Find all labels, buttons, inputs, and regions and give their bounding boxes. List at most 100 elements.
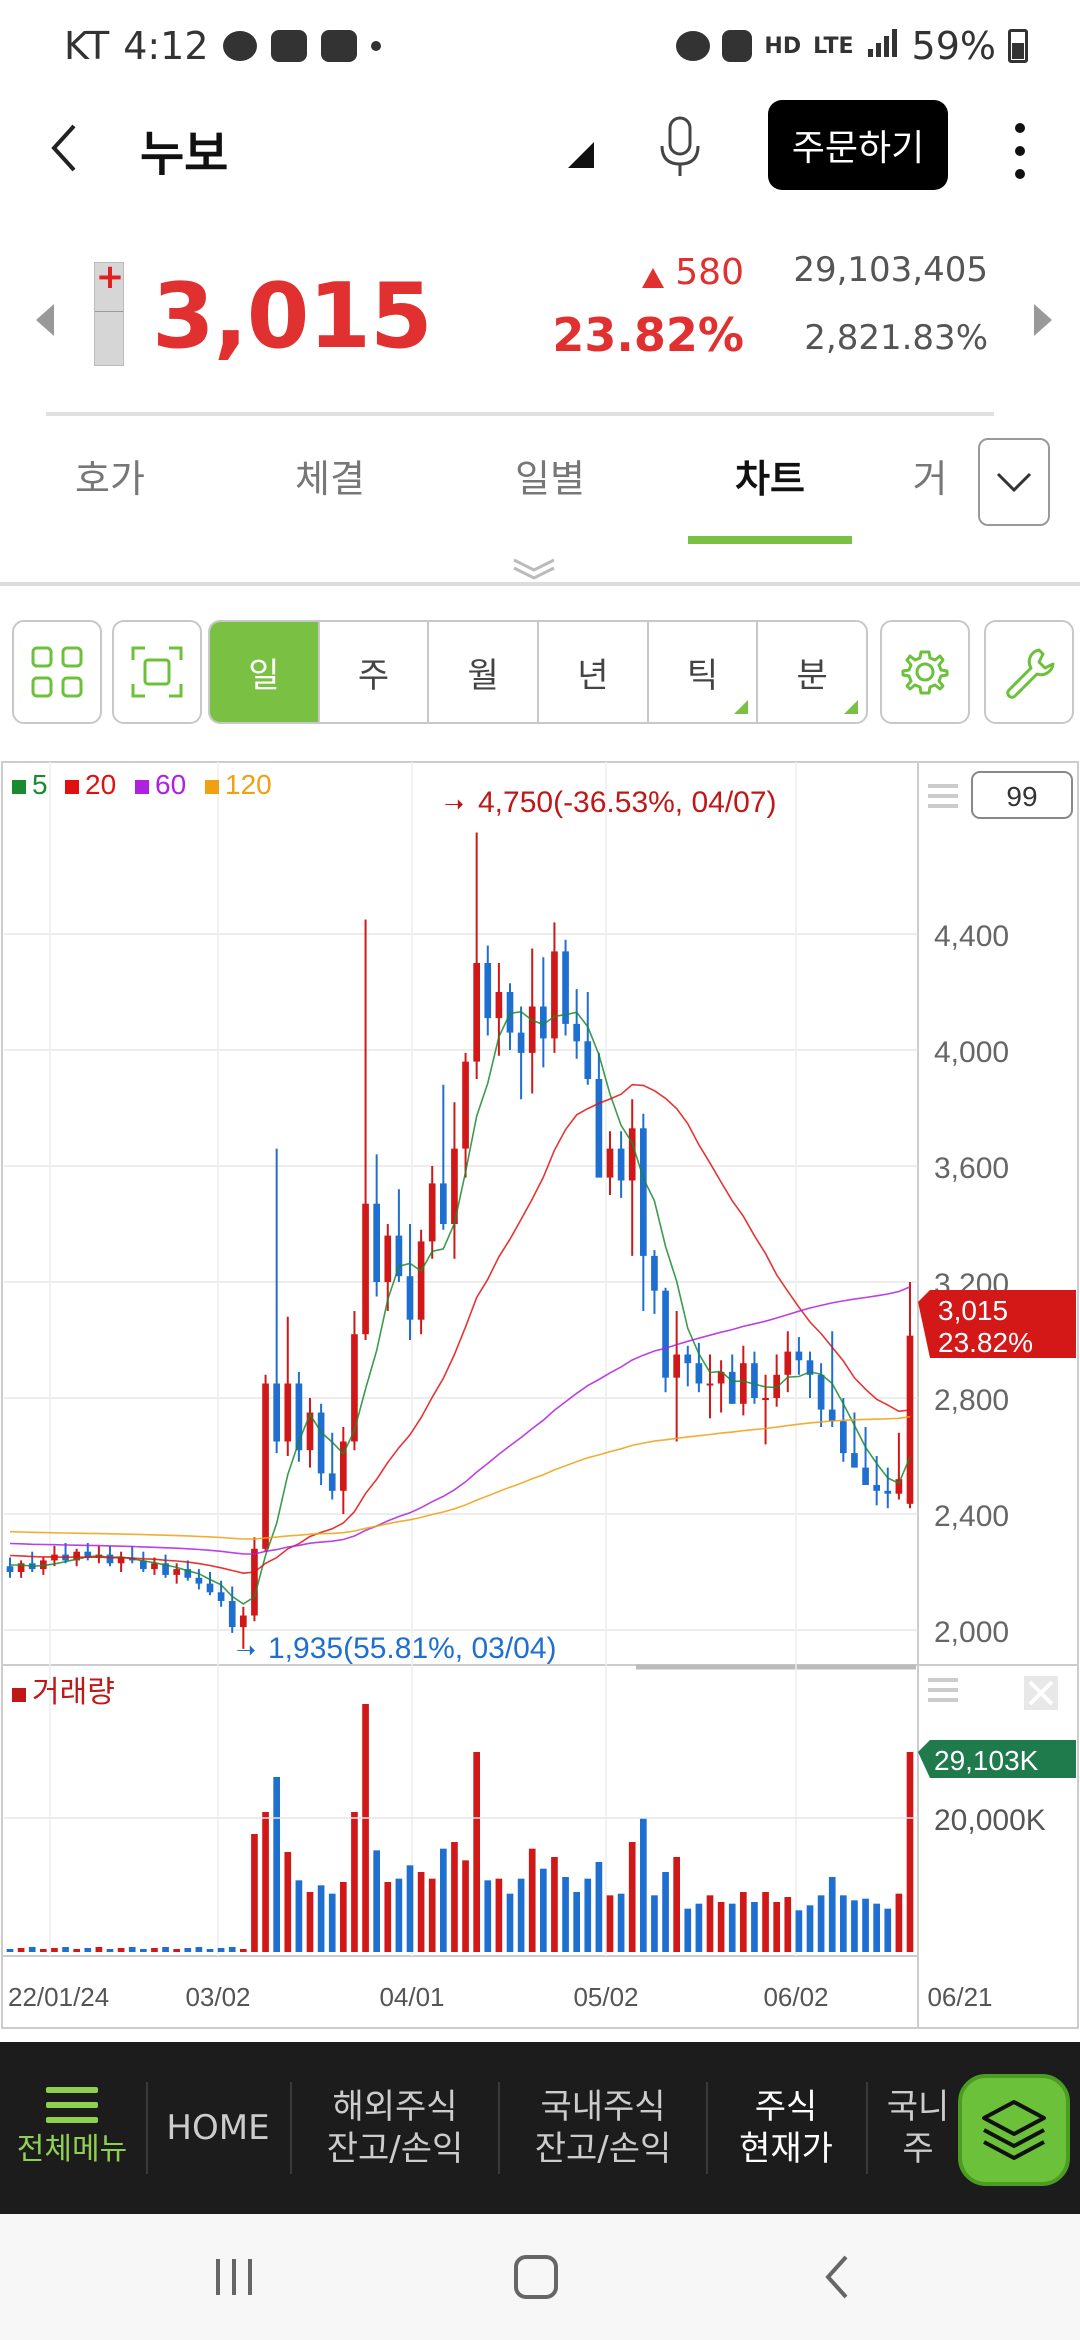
volume-bar xyxy=(17,1948,25,1952)
tab-more[interactable]: 거 xyxy=(912,457,948,501)
current-price-label: 3,015 xyxy=(938,1295,1008,1326)
volume-bar xyxy=(662,1872,669,1952)
ma-line-5 xyxy=(10,1010,911,1605)
candle-body xyxy=(162,1563,169,1575)
volume-bar xyxy=(828,1877,836,1952)
microphone-icon[interactable] xyxy=(650,110,710,184)
stock-name[interactable]: 누보 xyxy=(140,126,229,182)
volume-bar xyxy=(540,1868,547,1952)
candle-body xyxy=(428,1183,436,1242)
tab-trades[interactable]: 체결 xyxy=(295,457,365,501)
volume-bar xyxy=(640,1818,647,1952)
back-button[interactable] xyxy=(40,112,100,182)
hamburger-icon xyxy=(46,2087,98,2124)
candle-body xyxy=(473,963,480,1062)
nav-next-item[interactable]: 국니 주 xyxy=(868,2042,968,2214)
order-button[interactable]: 주문하기 xyxy=(768,100,948,190)
volume-bar xyxy=(584,1878,592,1952)
collapse-handle-icon[interactable] xyxy=(508,556,560,582)
volume-bar xyxy=(784,1897,792,1952)
period-weekly[interactable]: 주 xyxy=(317,622,428,722)
volume-bar xyxy=(517,1878,525,1952)
volume-menu-icon xyxy=(928,1698,958,1702)
recent-apps-button[interactable] xyxy=(194,2244,274,2310)
nav-separator xyxy=(146,2082,148,2174)
candle-body xyxy=(306,1412,314,1451)
chart-tools-button[interactable] xyxy=(984,620,1074,724)
volume-bar xyxy=(873,1903,880,1952)
candle-body xyxy=(851,1453,858,1468)
stock-dropdown-icon[interactable] xyxy=(566,140,596,170)
volume-bar xyxy=(440,1848,447,1952)
grid-layout-button[interactable] xyxy=(12,620,102,724)
prev-stock-arrow-icon[interactable] xyxy=(30,300,60,340)
period-tick-label: 틱 xyxy=(686,655,719,696)
tab-chart[interactable]: 차트 xyxy=(735,457,805,501)
carrier-label: KT xyxy=(64,24,110,68)
chart-settings-button[interactable] xyxy=(880,620,970,724)
quote-panel: + 3,015 580 23.82% 29,103,405 2,821.83% xyxy=(0,240,1080,420)
period-tick[interactable]: 틱 xyxy=(646,622,757,722)
candle-body xyxy=(206,1583,214,1593)
nav-domestic-balance[interactable]: 국내주식 잔고/손익 xyxy=(500,2042,706,2214)
stock-chart[interactable]: 4,400 4,000 3,600 3,200 2,800 2,400 2,000 5 20 60… xyxy=(0,760,1080,2030)
system-back-button[interactable] xyxy=(798,2244,878,2310)
nav-stock-current-price[interactable]: 주식 현재가 xyxy=(708,2042,864,2214)
volume-bar xyxy=(706,1895,714,1952)
layers-fab-button[interactable] xyxy=(958,2074,1070,2186)
fullscreen-icon xyxy=(131,646,183,698)
home-button[interactable] xyxy=(496,2244,576,2310)
period-minute[interactable]: 분 xyxy=(756,622,866,722)
volume-bar xyxy=(351,1812,358,1952)
candle-body xyxy=(528,1006,536,1053)
volume-bar xyxy=(328,1893,336,1952)
hd-icon: HD xyxy=(764,33,802,59)
chevron-left-icon xyxy=(51,124,76,172)
volume-bar xyxy=(306,1892,314,1952)
candle-body xyxy=(17,1563,25,1572)
next-stock-arrow-icon[interactable] xyxy=(1028,300,1058,340)
lte-label: LTE xyxy=(813,33,854,59)
nav-overseas-label-1: 해외주식 xyxy=(332,2086,458,2127)
volume-bar xyxy=(862,1898,869,1952)
period-monthly[interactable]: 월 xyxy=(427,622,537,722)
home-icon xyxy=(514,2255,558,2299)
chart-frame xyxy=(1,761,1079,2029)
nav-overseas-balance[interactable]: 해외주식 잔고/손익 xyxy=(292,2042,498,2214)
volume-bar xyxy=(551,1857,558,1952)
volume-bar xyxy=(740,1892,747,1952)
tab-daily[interactable]: 일별 xyxy=(515,457,585,501)
period-yearly[interactable]: 년 xyxy=(537,622,647,722)
volume-bar xyxy=(84,1948,92,1952)
count-value: 99 xyxy=(1006,781,1037,812)
tabs-expand-button[interactable] xyxy=(978,438,1050,526)
candle-body xyxy=(562,951,569,1024)
volume-bar xyxy=(906,1752,914,1952)
tab-orderbook[interactable]: 호가 xyxy=(75,457,145,501)
nav-current-label-1: 주식 xyxy=(754,2086,818,2127)
candle-body xyxy=(673,1354,680,1378)
volume-ratio: 2,821.83% xyxy=(804,318,988,358)
volume-bar xyxy=(628,1842,636,1952)
volume-bar xyxy=(373,1850,380,1952)
period-daily[interactable]: 일 xyxy=(210,622,318,722)
volume-bar xyxy=(128,1947,136,1952)
nav-home[interactable]: HOME xyxy=(148,2042,288,2214)
more-options-icon[interactable] xyxy=(1000,116,1040,186)
y-tick-label: 3,600 xyxy=(934,1152,1009,1185)
nav-all-menu[interactable]: 전체메뉴 xyxy=(0,2042,144,2214)
volume-bar xyxy=(173,1949,180,1952)
mute-icon xyxy=(722,30,753,62)
fullscreen-button[interactable] xyxy=(112,620,202,724)
candle-body xyxy=(195,1577,203,1584)
volume-bar xyxy=(751,1902,758,1952)
volume-bar xyxy=(762,1892,769,1952)
y-tick-label: 2,000 xyxy=(934,1616,1009,1649)
chart-menu-icon xyxy=(928,784,958,788)
x-tick-label: 03/02 xyxy=(185,1982,250,2012)
x-tick-label: 04/01 xyxy=(379,1982,444,2012)
volume-bar xyxy=(117,1948,125,1952)
chart-menu-icon xyxy=(928,794,958,798)
candle-body xyxy=(640,1128,647,1256)
